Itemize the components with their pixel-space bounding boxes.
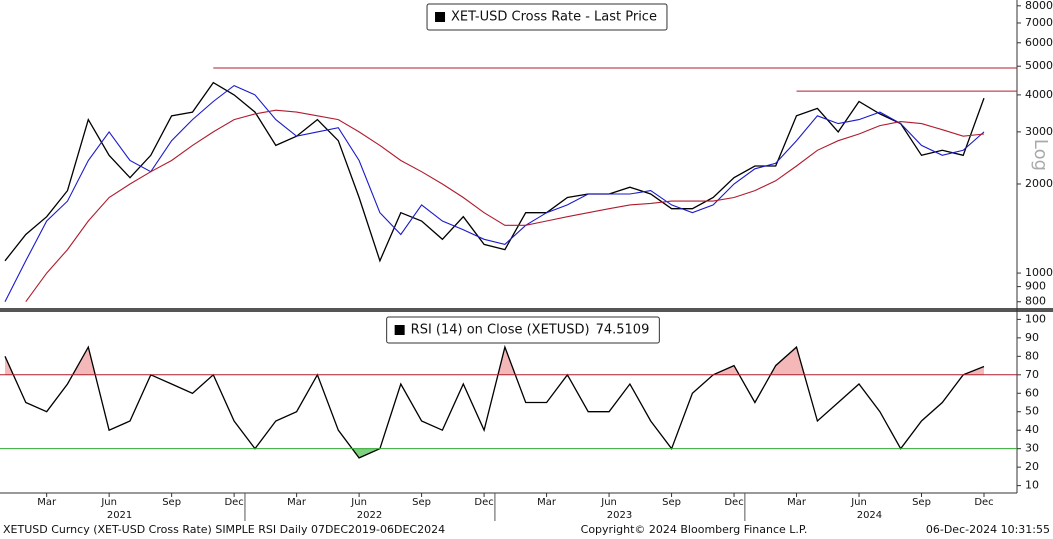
y-tick-label: 900 bbox=[1025, 280, 1046, 293]
x-tick-label: Jun bbox=[100, 497, 117, 508]
year-label: 2023 bbox=[607, 510, 632, 521]
plot bbox=[4, 344, 985, 459]
legend-box bbox=[386, 316, 660, 344]
x-tick-label: Mar bbox=[37, 497, 57, 508]
year-label: 2022 bbox=[357, 510, 382, 521]
x-tick-label: Jun bbox=[350, 497, 367, 508]
x-tick-label: Dec bbox=[474, 497, 493, 508]
y-tick-label: 1000 bbox=[1025, 266, 1053, 279]
y-tick-label: 4000 bbox=[1025, 88, 1053, 101]
series-line bbox=[4, 84, 985, 302]
plot bbox=[4, 81, 985, 303]
footer-right: 06-Dec-2024 10:31:55 bbox=[926, 523, 1050, 536]
series-line bbox=[4, 344, 985, 459]
y-tick-label: 800 bbox=[1025, 295, 1046, 308]
y-tick-label: 8000 bbox=[1025, 0, 1053, 12]
x-tick-label: Jun bbox=[600, 497, 617, 508]
x-tick-label: Dec bbox=[224, 497, 243, 508]
legend-box bbox=[426, 3, 668, 31]
y-tick-label: 7000 bbox=[1025, 16, 1053, 29]
x-tick-label: Sep bbox=[412, 497, 431, 508]
y-tick-label: 3000 bbox=[1025, 125, 1053, 138]
y-tick-label: 2000 bbox=[1025, 177, 1053, 190]
x-tick-label: Dec bbox=[724, 497, 743, 508]
x-tick-label: Mar bbox=[287, 497, 307, 508]
y-tick-label: 5000 bbox=[1025, 59, 1053, 72]
axis-label: Log bbox=[1030, 139, 1051, 171]
x-tick-label: Mar bbox=[787, 497, 807, 508]
legend-label: RSI (14) on Close (XETUSD) bbox=[411, 323, 590, 338]
year-label: 2021 bbox=[107, 510, 132, 521]
y-tick-label: 10 bbox=[1025, 479, 1039, 492]
y-tick-label: 60 bbox=[1025, 386, 1039, 399]
footer-left: XETUSD Curncy (XET-USD Cross Rate) SIMPL… bbox=[3, 523, 445, 536]
x-tick-label: Jun bbox=[850, 497, 867, 508]
footer-center: Copyright© 2024 Bloomberg Finance L.P. bbox=[581, 523, 808, 536]
y-tick-label: 30 bbox=[1025, 442, 1039, 455]
zone-fill bbox=[352, 448, 380, 458]
series-line bbox=[25, 109, 985, 303]
y-tick-label: 70 bbox=[1025, 368, 1039, 381]
y-tick-label: 40 bbox=[1025, 423, 1039, 436]
y-tick-label: 80 bbox=[1025, 349, 1039, 362]
year-label: 2024 bbox=[857, 510, 882, 521]
y-tick-label: 50 bbox=[1025, 405, 1039, 418]
y-tick-label: 6000 bbox=[1025, 36, 1053, 49]
legend-label: XET-USD Cross Rate - Last Price bbox=[451, 10, 657, 25]
x-tick-label: Sep bbox=[912, 497, 931, 508]
series-line bbox=[4, 81, 985, 263]
panel-divider bbox=[0, 308, 1053, 312]
legend-swatch bbox=[435, 12, 446, 22]
x-tick-label: Mar bbox=[537, 497, 557, 508]
y-tick-label: 20 bbox=[1025, 460, 1039, 473]
legend-swatch bbox=[394, 325, 405, 335]
x-tick-label: Sep bbox=[662, 497, 681, 508]
legend-value: 74.5109 bbox=[596, 323, 650, 338]
x-tick-label: Sep bbox=[162, 497, 181, 508]
zone-fill bbox=[5, 347, 984, 375]
y-tick-label: 90 bbox=[1025, 331, 1039, 344]
x-tick-label: Dec bbox=[974, 497, 993, 508]
y-tick-label: 100 bbox=[1025, 312, 1046, 325]
